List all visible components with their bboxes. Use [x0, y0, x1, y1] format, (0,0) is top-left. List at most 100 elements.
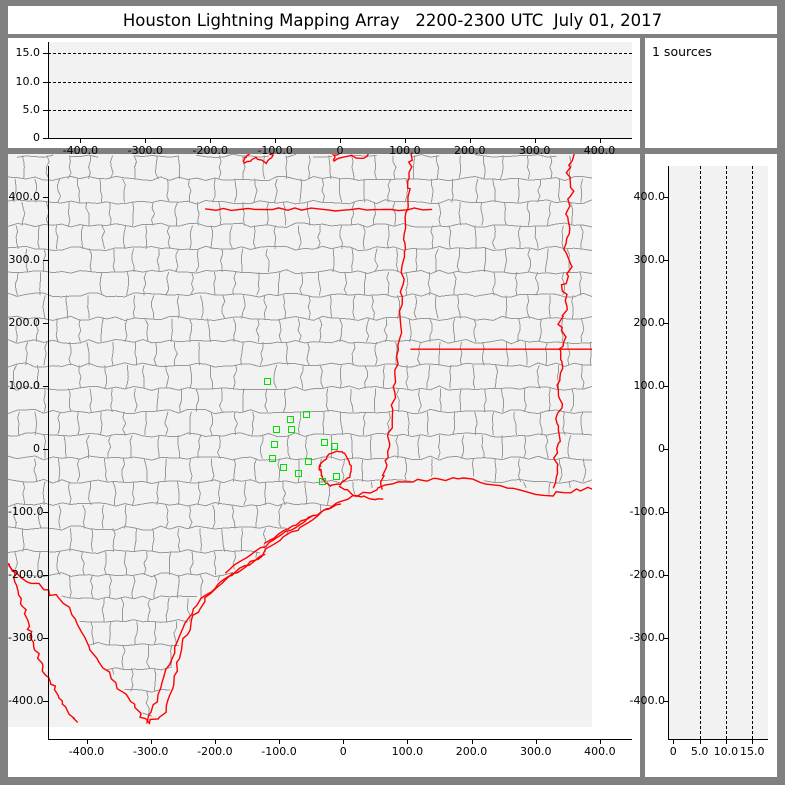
title-bar: Houston Lightning Mapping Array 2200-230… [8, 6, 777, 34]
x-tick-label: 0 [669, 745, 677, 758]
x-tick [673, 739, 675, 744]
y-tick [43, 197, 48, 199]
x-tick [80, 138, 82, 143]
x-tick-label: 0 [336, 144, 344, 157]
y-tick [43, 512, 48, 514]
x-tick-label: 300.0 [519, 745, 552, 758]
y-tick-label: -100.0 [629, 505, 665, 519]
y-tick-label: 0 [33, 442, 40, 456]
x-tick-label: 100.0 [389, 144, 421, 157]
y-tick [663, 701, 668, 703]
time-altitude-panel: 0 5.0 10.0 15.0 -400.0 -300.0 -200.0 -100.0 0 100… [8, 38, 640, 157]
page-title: Houston Lightning Mapping Array 2200-230… [122, 10, 663, 30]
x-tick-label: 5.0 [690, 745, 709, 758]
lightning-source-marker [294, 470, 302, 478]
gridline-y [48, 81, 632, 83]
x-tick [145, 138, 147, 143]
y-tick [43, 260, 48, 262]
y-tick-label: -300.0 [8, 631, 44, 645]
gridline-x [725, 166, 727, 739]
y-tick [663, 197, 668, 199]
x-tick [150, 739, 152, 744]
x-tick [534, 138, 536, 143]
lightning-source-marker [318, 477, 326, 485]
x-tick [752, 739, 754, 744]
y-tick [663, 638, 668, 640]
x-tick-label: 100.0 [391, 745, 424, 758]
x-tick [599, 739, 601, 744]
lightning-source-marker [320, 438, 328, 446]
x-tick [407, 739, 409, 744]
y-tick-label: 300.0 [633, 253, 666, 267]
x-tick-label: -400.0 [62, 144, 99, 157]
gridline-y [48, 53, 632, 55]
map-plot-area [8, 154, 592, 727]
x-tick [725, 739, 727, 744]
x-tick [275, 138, 277, 143]
lightning-source-marker [280, 464, 288, 472]
x-axis-line [668, 739, 768, 740]
y-tick [43, 386, 48, 388]
altitude-count-panel: -400.0 -300.0 -200.0 -100.0 0 100.0 200.0 300.0… [630, 154, 777, 777]
map-geography [8, 154, 592, 725]
y-tick-label: 300.0 [8, 253, 41, 267]
y-tick-label: 100.0 [633, 379, 666, 393]
y-tick-label: 400.0 [8, 190, 41, 204]
y-tick [43, 323, 48, 325]
x-tick [340, 138, 341, 143]
gridline-y [48, 109, 632, 111]
source-count-panel: 1 sources [645, 38, 777, 148]
y-tick [663, 449, 668, 451]
lightning-source-marker [330, 443, 338, 451]
y-tick [663, 323, 668, 325]
x-tick-label: 200.0 [455, 745, 488, 758]
x-tick [469, 138, 471, 143]
y-tick-label: 10.0 [15, 74, 41, 88]
x-tick-label: 400.0 [583, 144, 616, 157]
x-tick [86, 739, 88, 744]
x-tick-label: -400.0 [68, 745, 105, 758]
x-tick-label: 15.0 [739, 745, 765, 758]
x-tick [210, 138, 212, 143]
x-tick-label: -200.0 [192, 144, 228, 157]
lightning-source-marker [272, 425, 280, 433]
y-tick-label: -400.0 [629, 694, 665, 708]
x-tick [599, 138, 601, 143]
lightning-source-marker [264, 378, 272, 386]
y-tick-label: 200.0 [8, 316, 41, 330]
lightning-source-marker [286, 416, 294, 424]
time-altitude-plot-area [48, 42, 632, 138]
y-tick [663, 512, 668, 514]
lightning-source-marker [270, 441, 278, 449]
y-tick-label: -200.0 [629, 568, 665, 582]
altitude-count-plot-area [668, 166, 768, 739]
y-tick [43, 53, 48, 55]
y-tick-label: 200.0 [633, 316, 666, 330]
x-tick [214, 739, 216, 744]
x-tick [535, 739, 537, 744]
x-tick [279, 739, 281, 744]
y-tick [43, 638, 48, 640]
x-tick-label: 200.0 [454, 144, 486, 157]
y-tick-label: -100.0 [8, 505, 44, 519]
source-count-label: 1 sources [652, 44, 712, 59]
y-tick-label: 400.0 [633, 190, 666, 204]
x-tick-label: -100.0 [257, 144, 293, 157]
y-tick-label: -300.0 [629, 631, 665, 645]
y-tick-label: 100.0 [8, 379, 41, 393]
plan-view-map-panel: -400.0 -300.0 -200.0 -100.0 0 100.0 200.0 300.0… [8, 154, 640, 777]
y-tick-label: 0 [33, 131, 40, 144]
y-tick [663, 260, 668, 262]
x-tick [471, 739, 473, 744]
lightning-source-marker [304, 457, 312, 465]
y-tick-label: 15.0 [15, 46, 41, 60]
y-tick [663, 386, 668, 388]
x-tick [699, 739, 701, 744]
x-tick-label: 300.0 [518, 144, 551, 157]
y-axis-line [48, 166, 49, 739]
gridline-x [752, 166, 754, 739]
x-tick [404, 138, 406, 143]
lightning-source-marker [268, 454, 276, 462]
x-tick-label: -300.0 [132, 745, 169, 758]
